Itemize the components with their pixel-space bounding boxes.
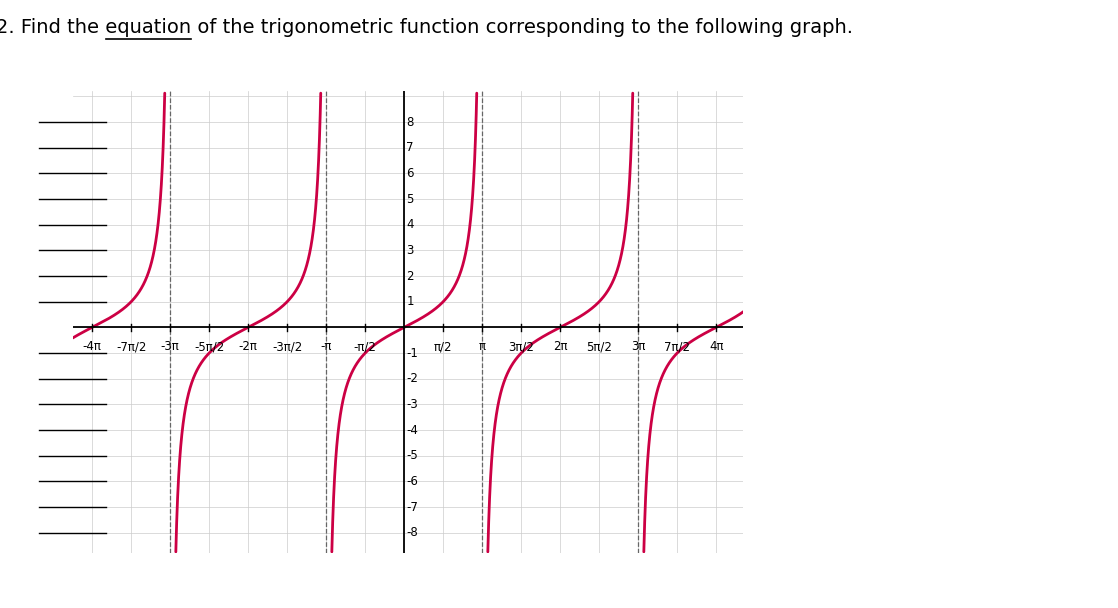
Text: -3π: -3π <box>161 340 180 353</box>
Text: 6: 6 <box>406 167 414 180</box>
Text: 7: 7 <box>406 141 414 154</box>
Text: -7: -7 <box>406 500 418 514</box>
Text: -8: -8 <box>406 527 418 539</box>
Text: 8: 8 <box>406 116 414 128</box>
Text: 3: 3 <box>406 244 414 257</box>
Text: -5: -5 <box>406 449 418 462</box>
Text: π: π <box>479 340 485 353</box>
Text: 5: 5 <box>406 193 414 206</box>
Text: 2π: 2π <box>553 340 568 353</box>
Text: -π/2: -π/2 <box>353 340 377 353</box>
Text: -7π/2: -7π/2 <box>116 340 146 353</box>
Text: 3π/2: 3π/2 <box>509 340 534 353</box>
Text: -2π: -2π <box>239 340 257 353</box>
Text: -3: -3 <box>406 398 418 411</box>
Text: -5π/2: -5π/2 <box>195 340 225 353</box>
Text: 7π/2: 7π/2 <box>664 340 690 353</box>
Text: 2. Find the equation of the trigonometric function corresponding to the followin: 2. Find the equation of the trigonometri… <box>0 18 853 37</box>
Text: 5π/2: 5π/2 <box>586 340 613 353</box>
Text: 2: 2 <box>406 269 414 283</box>
Text: -6: -6 <box>406 475 418 488</box>
Text: π/2: π/2 <box>434 340 453 353</box>
Text: -4: -4 <box>406 424 418 437</box>
Text: -4π: -4π <box>83 340 102 353</box>
Text: 4: 4 <box>406 218 414 231</box>
Text: -π: -π <box>321 340 332 353</box>
Text: -2: -2 <box>406 372 418 385</box>
Text: -1: -1 <box>406 347 418 359</box>
Text: -3π/2: -3π/2 <box>272 340 302 353</box>
Text: 4π: 4π <box>709 340 723 353</box>
Text: 3π: 3π <box>631 340 645 353</box>
Text: 1: 1 <box>406 295 414 308</box>
